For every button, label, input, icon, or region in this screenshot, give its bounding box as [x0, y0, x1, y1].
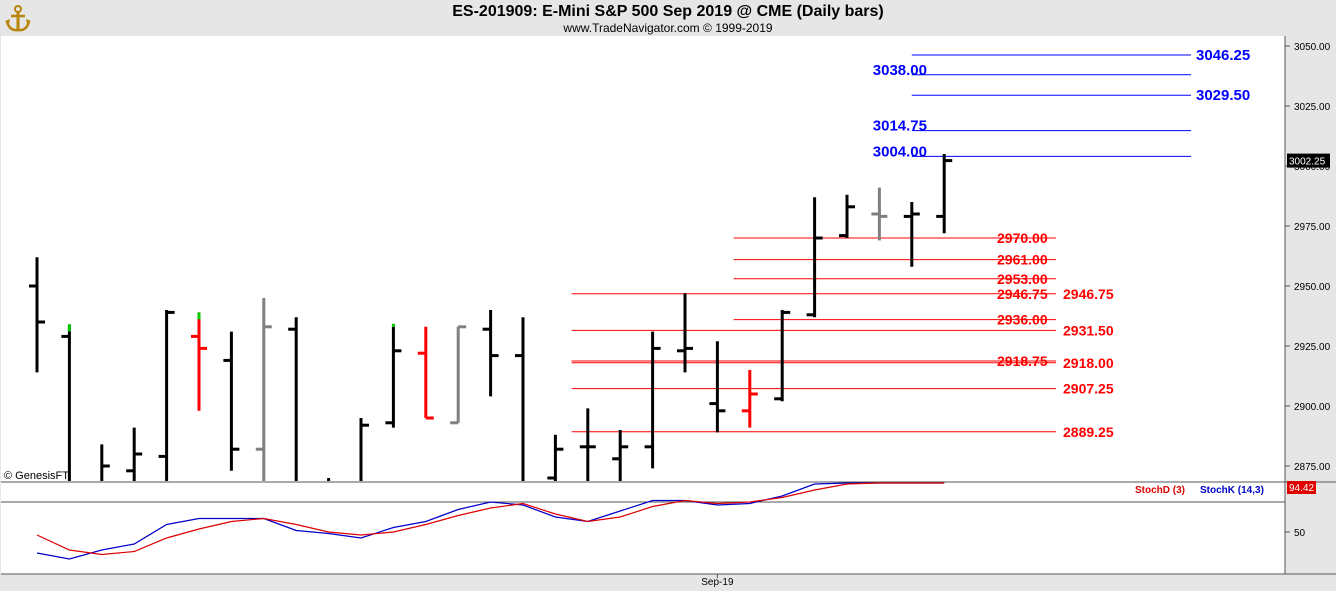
watermark: © GenesisFT [4, 470, 69, 482]
level-label-10-right: 2931.50 [1063, 322, 1114, 338]
y-tick-label-1: 2900.00 [1294, 402, 1331, 413]
y-tick-label-4: 2975.00 [1294, 222, 1331, 233]
y-tick-label-2: 2925.00 [1294, 342, 1331, 353]
level-label-3-left: 3014.75 [873, 118, 927, 135]
y-tick-label-0: 2875.00 [1294, 462, 1331, 473]
chart-header: ES-201909: E-Mini S&P 500 Sep 2019 @ CME… [0, 0, 1336, 36]
stoch-line-k [36, 482, 945, 560]
stoch-value-badge [1287, 481, 1316, 494]
y-tick-label-7: 3050.00 [1294, 42, 1331, 53]
stoch-y-tick-label-0: 50 [1294, 528, 1306, 539]
level-label-1-left: 3038.00 [873, 62, 927, 79]
stoch-legend-k: StochK (14,3) [1200, 485, 1264, 496]
anchor-logo-icon [5, 5, 31, 32]
last-price-badge [1287, 153, 1330, 168]
y-tick-label-6: 3025.00 [1294, 102, 1331, 113]
stoch-line-d [36, 482, 945, 556]
stoch-value-label: 94.42 [1289, 483, 1314, 494]
level-label-6-mid: 2961.00 [997, 252, 1048, 268]
level-label-7-mid: 2953.00 [997, 271, 1048, 287]
main-plot-area [1, 36, 1285, 482]
y-tick-label-3: 2950.00 [1294, 282, 1331, 293]
level-label-14-right: 2889.25 [1063, 424, 1114, 440]
level-label-8-right: 2946.75 [1063, 286, 1114, 302]
level-label-9-mid: 2936.00 [997, 312, 1048, 328]
level-label-11-mid: 2918.75 [997, 353, 1048, 369]
stoch-plot-area [1, 482, 1285, 574]
level-label-0-right: 3046.25 [1196, 47, 1250, 64]
level-label-5-mid: 2970.00 [997, 230, 1048, 246]
level-label-12-right: 2918.00 [1063, 355, 1114, 371]
level-label-13-right: 2907.25 [1063, 381, 1114, 397]
level-label-8-mid: 2946.75 [997, 286, 1048, 302]
level-label-4-left: 3004.00 [873, 143, 927, 160]
x-tick-label: Sep-19 [701, 577, 734, 588]
chart-subtitle: www.TradeNavigator.com © 1999-2019 [563, 21, 773, 35]
level-label-2-right: 3029.50 [1196, 87, 1250, 104]
last-price-label: 3002.25 [1289, 157, 1326, 168]
stoch-legend-d: StochD (3) [1135, 485, 1185, 496]
chart-title: ES-201909: E-Mini S&P 500 Sep 2019 @ CME… [452, 3, 884, 20]
